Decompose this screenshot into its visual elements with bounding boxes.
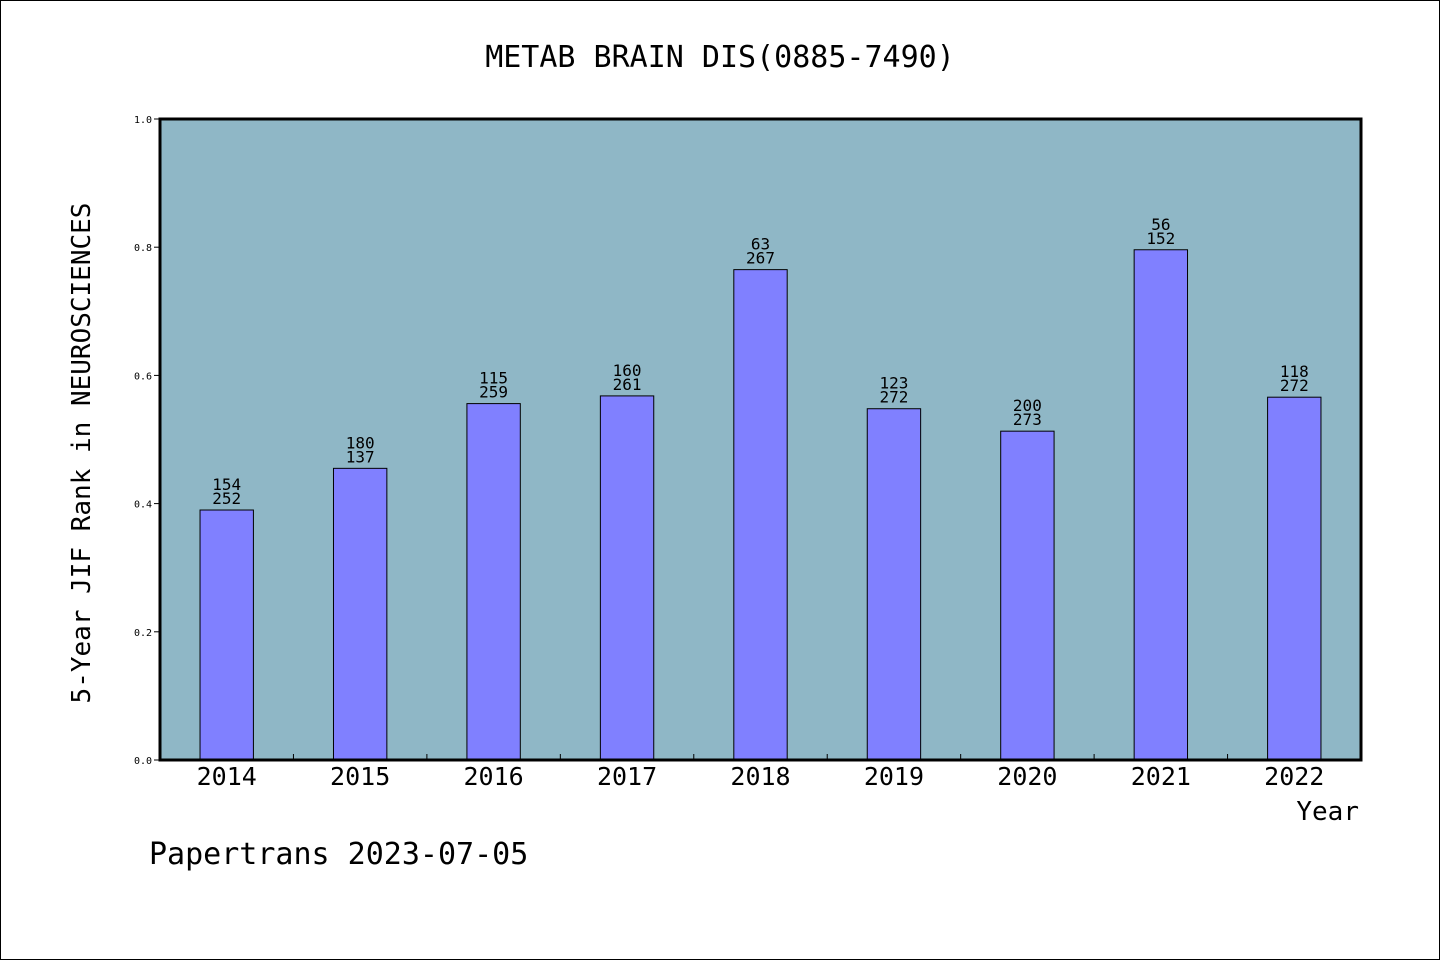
y-tick-label: 0.6	[134, 371, 152, 382]
y-tick-label: 1.0	[134, 115, 152, 126]
bar-label-top: 180	[346, 433, 375, 452]
x-tick-label: 2015	[330, 762, 390, 791]
bar	[1133, 249, 1189, 761]
x-tick-label: 2020	[997, 762, 1057, 791]
y-tick-label: 0.4	[134, 500, 152, 511]
bar-label-top: 115	[479, 369, 508, 388]
x-tick-label: 2014	[197, 762, 257, 791]
bar	[733, 269, 788, 761]
bar	[466, 403, 521, 761]
bar-label-top: 56	[1151, 215, 1170, 234]
bar	[1000, 430, 1055, 761]
y-axis-label: 5-Year JIF Rank in NEUROSCIENCES	[67, 203, 97, 704]
bar-label-bottom: 152	[1146, 229, 1175, 248]
bar	[332, 467, 388, 761]
footer-credit: Papertrans 2023-07-05	[149, 837, 528, 872]
bar-label-bottom: 272	[879, 388, 908, 407]
bar-label-bottom: 273	[1013, 410, 1042, 429]
x-tick-label: 2017	[597, 762, 657, 791]
bar	[866, 408, 922, 761]
x-tick-label: 2021	[1131, 762, 1191, 791]
y-tick-label: 0.2	[134, 628, 152, 639]
chart-title: METAB BRAIN DIS(0885-7490)	[485, 40, 955, 75]
x-axis-label: Year	[1296, 797, 1359, 827]
x-tick-label: 2019	[864, 762, 924, 791]
x-tick-label: 2016	[464, 762, 524, 791]
plot-border	[158, 117, 1363, 762]
bar-label-bottom: 267	[746, 249, 775, 268]
bar-label-bottom: 259	[479, 383, 508, 402]
bar-label-top: 118	[1280, 362, 1309, 381]
bar-label-top: 200	[1013, 396, 1042, 415]
bar-label-top: 154	[212, 475, 241, 494]
bar-label-top: 63	[751, 235, 770, 254]
bar	[1267, 396, 1322, 761]
y-tick-label: 0.8	[134, 243, 152, 254]
axis-ticks: 0.0 0.2 0.4 0.6 0.8 1.0 2014 2015 2016 2017 2018 20…	[134, 115, 1324, 791]
bar-label-bottom: 137	[346, 447, 375, 466]
bar-label-bottom: 252	[212, 489, 241, 508]
bar-label-bottom: 261	[613, 375, 642, 394]
x-tick-label: 2022	[1264, 762, 1324, 791]
bar-label-top: 123	[879, 374, 908, 393]
bar-label-bottom: 272	[1280, 376, 1309, 395]
x-tick-label: 2018	[730, 762, 790, 791]
bar	[599, 395, 655, 761]
bar	[199, 509, 254, 761]
bar-label-top: 160	[613, 361, 642, 380]
y-tick-label: 0.0	[134, 756, 152, 767]
